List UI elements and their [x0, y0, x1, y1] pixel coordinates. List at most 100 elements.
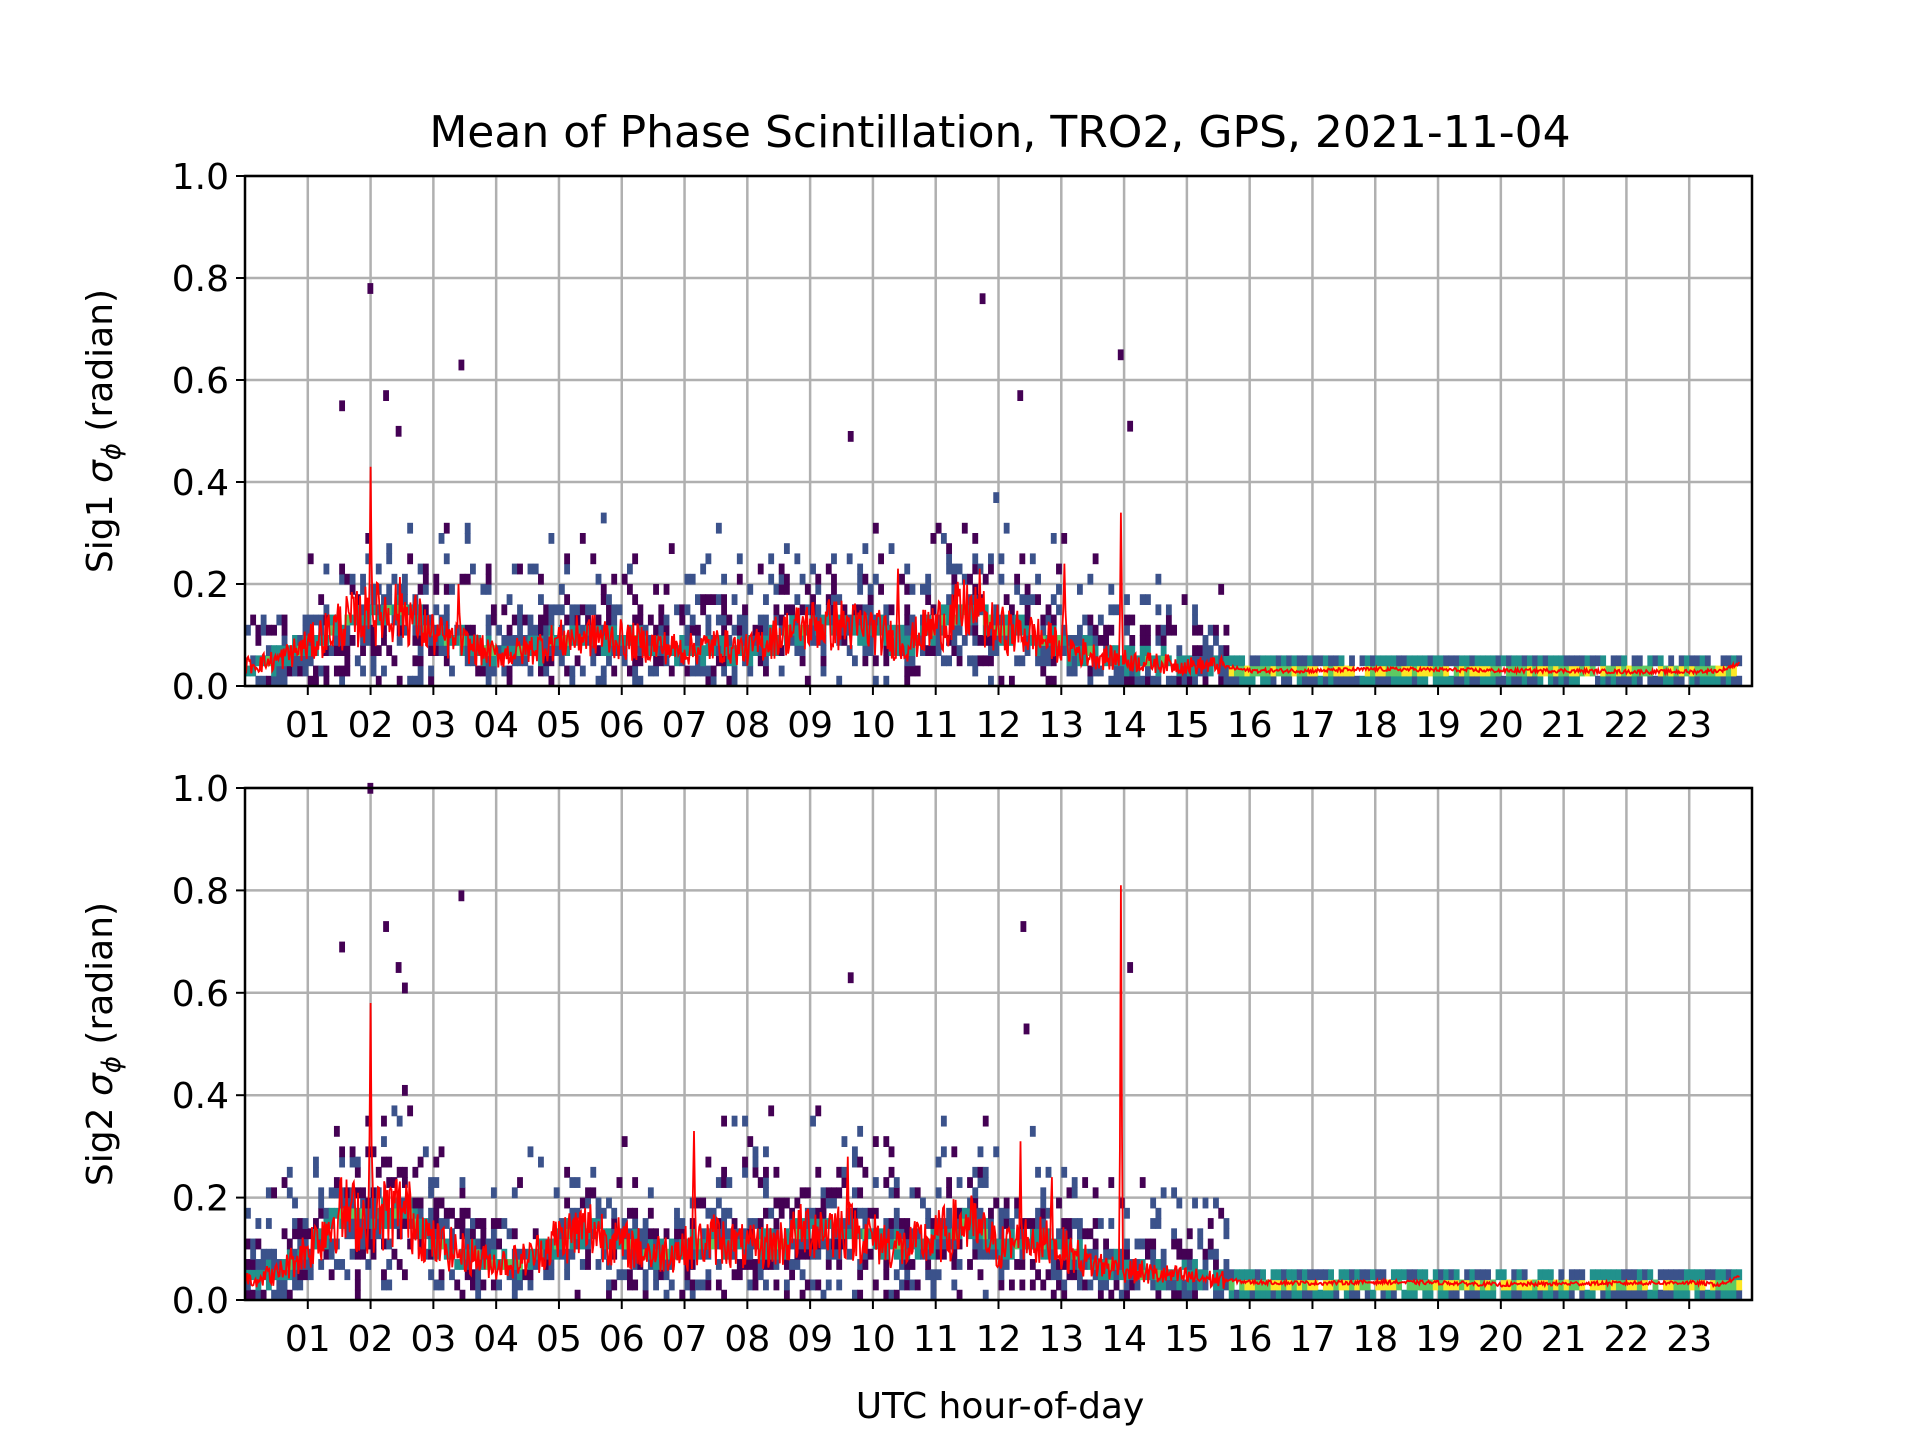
- histogram-cell: [1014, 655, 1021, 667]
- histogram-cell: [1019, 553, 1026, 565]
- histogram-cell: [925, 1207, 932, 1219]
- histogram-cell: [1087, 645, 1094, 656]
- histogram-cell: [632, 1218, 639, 1229]
- histogram-cell: [511, 1269, 518, 1281]
- histogram-cell: [344, 573, 351, 585]
- histogram-cell: [365, 533, 372, 544]
- histogram-cell: [1328, 675, 1334, 687]
- histogram-cell: [1610, 1289, 1617, 1301]
- histogram-cell: [276, 645, 283, 656]
- histogram-cell: [1213, 1259, 1219, 1270]
- histogram-cell: [307, 655, 314, 667]
- histogram-cell: [1197, 1269, 1204, 1281]
- histogram-cell: [1474, 1289, 1481, 1301]
- histogram-cell: [1547, 1269, 1554, 1281]
- histogram-cell: [820, 614, 827, 626]
- histogram-cell: [564, 563, 571, 575]
- histogram-cell: [956, 1259, 963, 1270]
- histogram-cell: [480, 584, 487, 595]
- histogram-cell: [1338, 1279, 1345, 1291]
- histogram-cell: [653, 1259, 659, 1270]
- histogram-cell: [1422, 665, 1429, 677]
- histogram-cell: [538, 594, 544, 605]
- histogram-cell: [527, 1259, 534, 1270]
- x-tick-label: 20: [1478, 1319, 1524, 1360]
- histogram-cell: [1103, 1269, 1109, 1281]
- histogram-cell: [511, 635, 518, 646]
- histogram-cell: [1422, 675, 1429, 687]
- histogram-cell: [757, 645, 764, 656]
- histogram-cell: [297, 1259, 304, 1270]
- histogram-cell: [1438, 665, 1444, 677]
- histogram-cell: [548, 645, 555, 656]
- histogram-cell: [1537, 665, 1544, 677]
- histogram-cell: [778, 645, 785, 656]
- histogram-cell: [658, 1238, 665, 1250]
- histogram-cell: [490, 1187, 497, 1199]
- histogram-cell: [1636, 1269, 1643, 1281]
- histogram-cell: [1103, 1279, 1109, 1291]
- histogram-cell: [956, 1207, 963, 1219]
- histogram-cell: [1176, 645, 1183, 656]
- histogram-cell: [972, 624, 979, 636]
- histogram-cell: [1024, 635, 1031, 646]
- histogram-cell: [689, 624, 696, 636]
- histogram-cell: [281, 1269, 288, 1281]
- histogram-cell: [888, 1228, 895, 1240]
- histogram-cell: [1589, 655, 1596, 667]
- histogram-cell: [1082, 614, 1089, 626]
- histogram-cell: [1097, 1269, 1104, 1281]
- histogram-cell: [836, 594, 843, 605]
- histogram-cell: [1542, 1269, 1549, 1281]
- histogram-cell: [271, 675, 277, 687]
- histogram-cell: [1500, 1289, 1507, 1301]
- histogram-cell: [1479, 675, 1486, 687]
- histogram-cell: [538, 645, 544, 656]
- histogram-cell: [794, 1259, 801, 1270]
- histogram-cell: [1249, 675, 1256, 687]
- histogram-cell: [354, 1156, 361, 1168]
- histogram-cell: [647, 1187, 654, 1199]
- histogram-cell: [1145, 675, 1151, 687]
- histogram-cell: [485, 614, 492, 626]
- histogram-cell: [1547, 665, 1554, 677]
- histogram-cell: [982, 655, 989, 667]
- histogram-cell: [1296, 655, 1303, 667]
- histogram-cell: [972, 1228, 979, 1240]
- histogram-cell: [548, 533, 555, 544]
- histogram-cell: [538, 614, 544, 626]
- histogram-cell: [1537, 1279, 1544, 1291]
- histogram-cell: [1673, 1279, 1680, 1291]
- histogram-cell: [988, 645, 994, 656]
- histogram-cell: [464, 655, 471, 667]
- histogram-cell: [1035, 645, 1041, 656]
- histogram-cell: [689, 1289, 696, 1301]
- x-tick-label: 14: [1101, 705, 1147, 746]
- y-tick-label: 0.4: [172, 1076, 229, 1117]
- histogram-cell: [1050, 655, 1057, 667]
- histogram-cell: [470, 1228, 476, 1240]
- histogram-cell: [1286, 1269, 1293, 1281]
- histogram-cell: [956, 1289, 963, 1301]
- histogram-cell: [454, 624, 461, 636]
- histogram-cell: [1595, 1269, 1601, 1281]
- histogram-cell: [1160, 1187, 1167, 1199]
- histogram-cell: [972, 563, 979, 575]
- histogram-cell: [1139, 655, 1146, 667]
- histogram-cell: [1176, 1248, 1183, 1260]
- histogram-cell: [1694, 675, 1701, 687]
- histogram-cell: [328, 1207, 335, 1219]
- histogram-cell: [1129, 614, 1136, 626]
- histogram-cell: [1563, 675, 1570, 687]
- histogram-cell: [292, 1218, 298, 1229]
- histogram-cell: [391, 1105, 398, 1117]
- histogram-cell: [783, 573, 790, 585]
- histogram-cell: [815, 1105, 822, 1117]
- histogram-cell: [1663, 1269, 1669, 1281]
- histogram-cell: [590, 1187, 597, 1199]
- histogram-cell: [1553, 675, 1559, 687]
- histogram-cell: [1312, 655, 1319, 667]
- histogram-cell: [538, 1156, 544, 1168]
- histogram-cell: [470, 655, 476, 667]
- histogram-cell: [736, 624, 743, 636]
